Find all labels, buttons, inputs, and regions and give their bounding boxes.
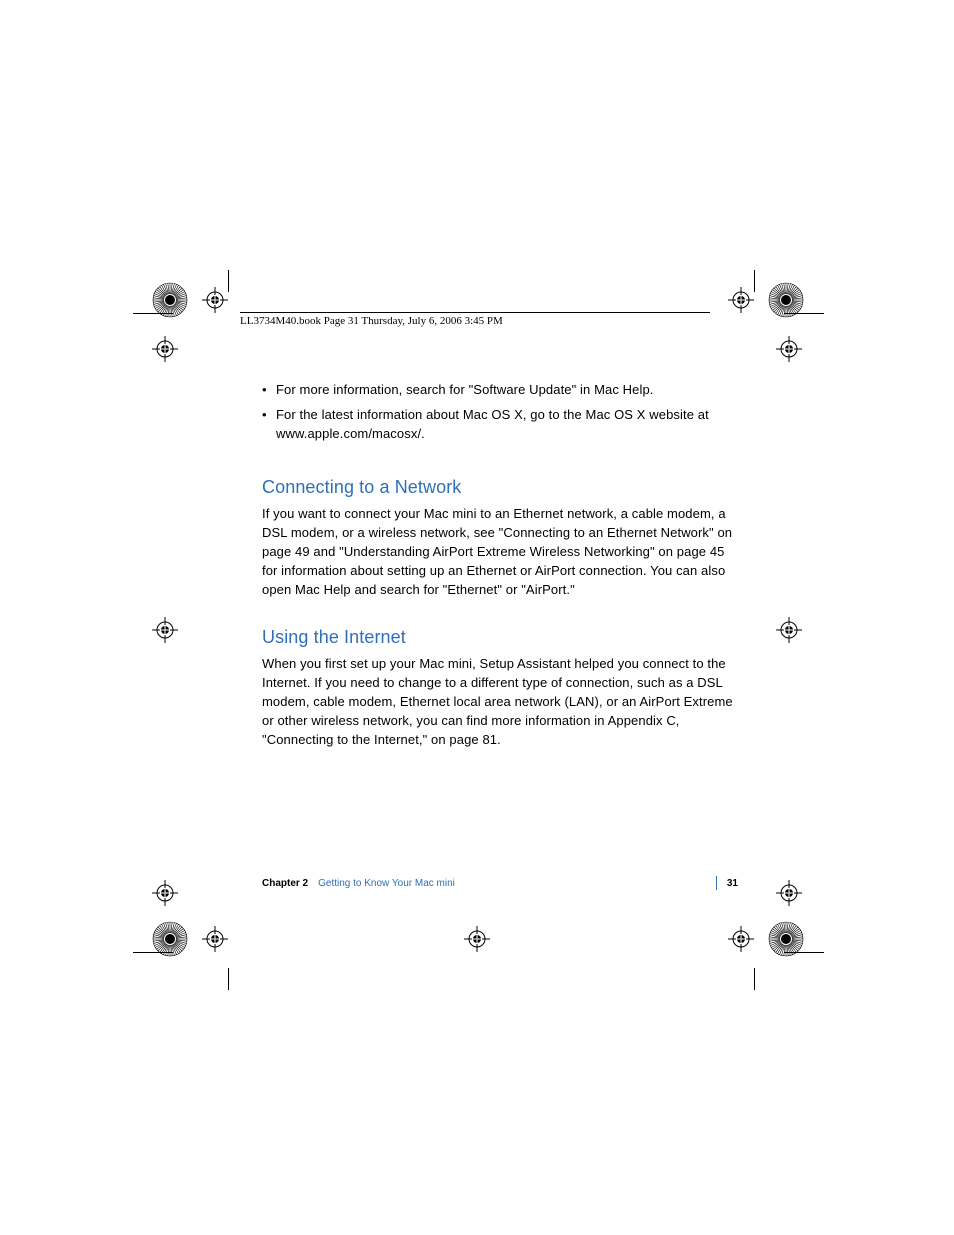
crop-line-icon [228,270,229,292]
footer-title: Getting to Know Your Mac mini [318,878,455,889]
section-heading: Connecting to a Network [262,477,738,498]
registration-mark-icon [202,287,228,313]
footer-chapter: Chapter 2 [262,878,308,889]
crop-line-icon [133,313,173,314]
crop-line-icon [133,952,173,953]
footer-page-number: 31 [716,876,738,890]
registration-mark-icon [728,287,754,313]
registration-mark-icon [464,926,490,952]
crop-line-icon [754,270,755,292]
page-footer: Chapter 2 Getting to Know Your Mac mini … [262,876,738,890]
bullet-item: • For more information, search for "Soft… [262,380,738,399]
crop-line-icon [228,968,229,990]
bullet-item: • For the latest information about Mac O… [262,405,738,443]
bullet-marker-icon: • [262,405,276,443]
crop-line-icon [754,968,755,990]
crop-line-icon [784,313,824,314]
section-body: When you first set up your Mac mini, Set… [262,654,738,749]
bullet-text: For more information, search for "Softwa… [276,380,654,399]
section-heading: Using the Internet [262,627,738,648]
registration-mark-icon [152,617,178,643]
section-internet: Using the Internet When you first set up… [262,627,738,749]
registration-mark-icon [776,617,802,643]
section-connecting: Connecting to a Network If you want to c… [262,477,738,599]
section-body: If you want to connect your Mac mini to … [262,504,738,599]
registration-mark-icon [152,880,178,906]
bullet-list: • For more information, search for "Soft… [262,380,738,443]
crop-line-icon [784,952,824,953]
registration-mark-icon [152,336,178,362]
header-slug-text: LL3734M40.book Page 31 Thursday, July 6,… [240,315,503,327]
registration-mark-icon [202,926,228,952]
page: LL3734M40.book Page 31 Thursday, July 6,… [0,0,954,1235]
registration-mark-icon [728,926,754,952]
header-slug: LL3734M40.book Page 31 Thursday, July 6,… [240,312,710,327]
bullet-text: For the latest information about Mac OS … [276,405,738,443]
registration-mark-icon [776,336,802,362]
registration-mark-icon [776,880,802,906]
content-area: • For more information, search for "Soft… [262,380,738,777]
bullet-marker-icon: • [262,380,276,399]
footer-left: Chapter 2 Getting to Know Your Mac mini [262,878,455,889]
